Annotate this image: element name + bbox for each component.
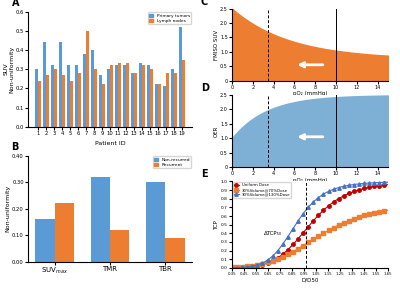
Bar <box>174 73 176 127</box>
Text: E: E <box>201 169 208 179</box>
Bar <box>54 69 57 127</box>
Bar <box>134 73 137 127</box>
Bar <box>75 65 78 127</box>
Bar <box>107 69 110 127</box>
Legend: Primary tumors, Lymph nodes: Primary tumors, Lymph nodes <box>148 12 191 24</box>
Bar <box>36 69 38 127</box>
X-axis label: pO₂ (mmHg): pO₂ (mmHg) <box>293 178 327 183</box>
Text: D: D <box>201 84 209 93</box>
Bar <box>94 69 97 127</box>
Y-axis label: FMISO SUV: FMISO SUV <box>214 30 219 60</box>
Y-axis label: Non-uniformity: Non-uniformity <box>6 185 11 232</box>
Bar <box>163 86 166 127</box>
Bar <box>110 230 129 262</box>
Bar <box>170 69 174 127</box>
Bar <box>110 65 113 127</box>
Bar <box>36 219 55 262</box>
Bar <box>178 27 182 127</box>
Bar <box>123 65 126 127</box>
Bar <box>38 81 42 127</box>
Bar <box>46 75 50 127</box>
Bar <box>155 84 158 127</box>
Text: C: C <box>201 0 208 7</box>
Bar <box>91 50 94 127</box>
Bar <box>99 75 102 127</box>
Bar <box>91 177 110 262</box>
Bar <box>62 75 65 127</box>
Bar <box>78 73 81 127</box>
Bar <box>59 42 62 127</box>
Bar <box>166 73 169 127</box>
X-axis label: D/D50: D/D50 <box>301 277 319 283</box>
Legend: Non-recurred, Recurrent: Non-recurred, Recurrent <box>153 156 191 168</box>
Bar <box>147 65 150 127</box>
Bar <box>118 63 121 127</box>
Bar <box>55 204 74 262</box>
Bar <box>131 73 134 127</box>
Bar <box>70 81 73 127</box>
Bar <box>67 65 70 127</box>
Y-axis label: OER: OER <box>214 125 219 137</box>
Text: A: A <box>12 0 19 8</box>
Bar <box>139 63 142 127</box>
Bar <box>150 69 153 127</box>
Y-axis label: SUV
Non-uniformity: SUV Non-uniformity <box>3 46 14 93</box>
Bar <box>44 42 46 127</box>
Bar <box>86 31 89 127</box>
Bar <box>146 182 165 262</box>
Bar <box>158 84 161 127</box>
Text: B: B <box>12 142 19 152</box>
Bar <box>102 84 105 127</box>
Bar <box>182 60 184 127</box>
X-axis label: pO₂ (mmHg): pO₂ (mmHg) <box>293 91 327 96</box>
Bar <box>51 65 54 127</box>
Text: ΔTCP₅₀: ΔTCP₅₀ <box>264 231 282 236</box>
X-axis label: Patient ID: Patient ID <box>95 141 125 146</box>
Bar <box>142 65 145 127</box>
Bar <box>165 238 184 262</box>
Y-axis label: TCP: TCP <box>214 220 220 230</box>
Legend: Uniform Dose, 30%Volume@70%Dose, 30%Volume@130%Dose: Uniform Dose, 30%Volume@70%Dose, 30%Volu… <box>233 182 291 198</box>
Bar <box>126 63 129 127</box>
Bar <box>115 65 118 127</box>
Bar <box>83 54 86 127</box>
